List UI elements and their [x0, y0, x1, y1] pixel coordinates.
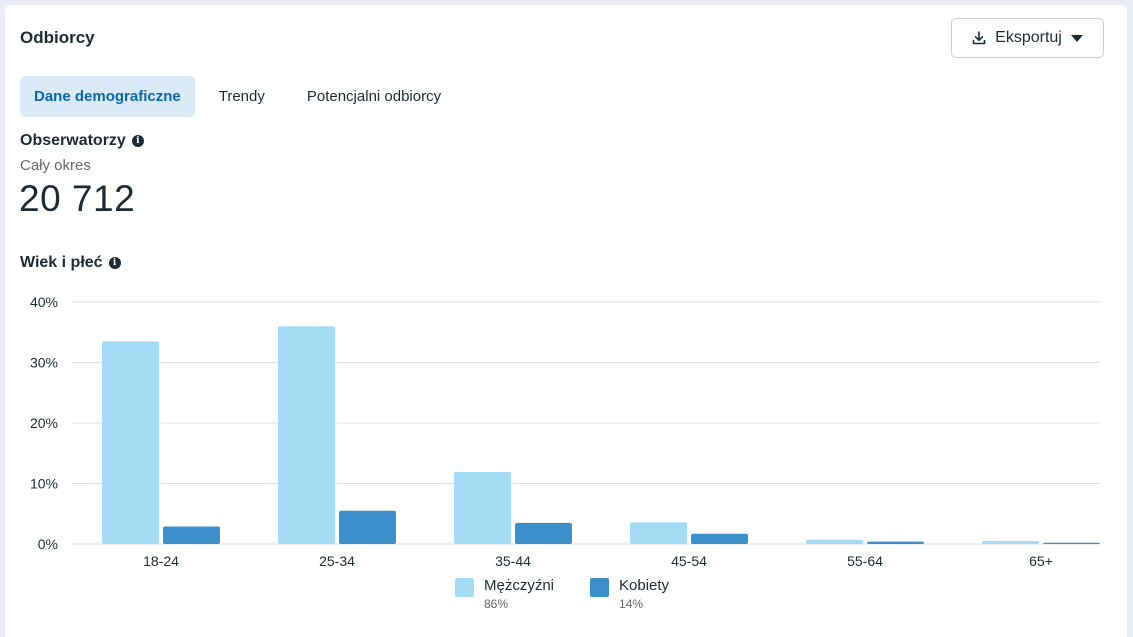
legend-percent: 14% [619, 597, 644, 611]
legend-swatch-men [455, 578, 474, 597]
x-tick-label: 35-44 [495, 553, 531, 569]
bar-men [806, 539, 863, 544]
bar-women [339, 510, 396, 544]
y-tick-label: 40% [30, 294, 58, 310]
y-tick-label: 30% [30, 355, 58, 371]
x-tick-label: 65+ [1029, 553, 1053, 569]
y-tick-label: 0% [38, 536, 58, 552]
bar-men [454, 472, 511, 544]
followers-title: Obserwatorzy i [20, 132, 144, 150]
download-icon [971, 30, 987, 46]
x-tick-label: 55-64 [847, 553, 883, 569]
age-gender-title: Wiek i płeć i [20, 254, 121, 272]
age-gender-title-text: Wiek i płeć [20, 254, 103, 271]
period-label: Cały okres [20, 157, 91, 174]
bar-women [867, 541, 924, 544]
export-label: Eksportuj [995, 29, 1062, 46]
bar-men [982, 540, 1039, 544]
info-icon[interactable]: i [108, 257, 121, 269]
legend-item-men[interactable]: Mężczyźni 86% [455, 577, 554, 611]
followers-count: 20 712 [19, 178, 136, 219]
bar-men [630, 522, 687, 544]
tab-potential-audience[interactable]: Potencjalni odbiorcy [306, 88, 442, 105]
x-tick-label: 25-34 [319, 553, 355, 569]
legend-item-women[interactable]: Kobiety 14% [590, 577, 669, 611]
caret-down-icon [1070, 33, 1084, 43]
bar-women [515, 522, 572, 544]
legend-swatch-women [590, 578, 610, 597]
bar-men [278, 326, 335, 544]
info-icon[interactable]: i [131, 135, 144, 147]
export-button[interactable]: Eksportuj [951, 18, 1104, 58]
bar-women [1043, 542, 1100, 544]
legend-percent: 86% [484, 597, 509, 611]
bar-men [102, 341, 159, 544]
legend-name: Mężczyźni [484, 577, 555, 594]
tab-bar: Dane demograficzne Trendy Potencjalni od… [20, 76, 455, 117]
legend-name: Kobiety [619, 577, 670, 594]
tab-trends[interactable]: Trendy [218, 88, 265, 105]
tab-demographics[interactable]: Dane demograficzne [20, 76, 195, 117]
followers-title-text: Obserwatorzy [20, 132, 126, 149]
bar-women [163, 526, 220, 544]
bar-women [691, 533, 748, 544]
y-tick-label: 10% [30, 476, 58, 492]
card-title: Odbiorcy [20, 28, 95, 47]
x-tick-label: 45-54 [671, 553, 707, 569]
x-tick-label: 18-24 [143, 553, 179, 569]
chart-legend: Mężczyźni 86% Kobiety 14% [455, 577, 669, 611]
y-tick-label: 20% [30, 415, 58, 431]
